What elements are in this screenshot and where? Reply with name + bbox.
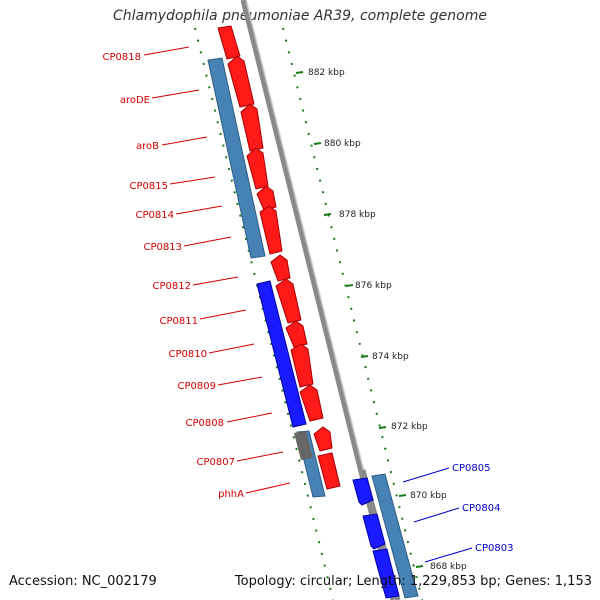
gene-label: phhA bbox=[218, 489, 244, 500]
left-callouts bbox=[143, 46, 291, 494]
left-gene-labels: CP0818 aroDE aroB CP0815 CP0814 CP0813 C… bbox=[103, 52, 245, 500]
scale-tick bbox=[360, 355, 369, 358]
gene-label: CP0814 bbox=[136, 210, 174, 221]
map-title: Chlamydophila pneumoniae AR39, complete … bbox=[113, 8, 487, 24]
callout-line bbox=[226, 412, 273, 423]
gene-label: CP0810 bbox=[169, 349, 207, 360]
forward-gene bbox=[217, 25, 241, 60]
right-gene-labels: CP0805 CP0804 CP0803 bbox=[452, 463, 513, 554]
callout-line bbox=[413, 507, 460, 523]
scale-tick bbox=[295, 71, 304, 74]
callout-line bbox=[245, 482, 291, 494]
reverse-gene bbox=[372, 548, 400, 599]
gene-label: CP0811 bbox=[160, 316, 198, 327]
forward-gene bbox=[299, 384, 324, 422]
forward-gene-group bbox=[217, 25, 341, 490]
gene-label: CP0815 bbox=[130, 181, 168, 192]
callout-line bbox=[217, 376, 263, 386]
gene-segment-gray bbox=[294, 431, 313, 460]
gene-label: CP0808 bbox=[186, 418, 224, 429]
gene-label: CP0809 bbox=[178, 381, 216, 392]
forward-gene bbox=[246, 147, 269, 190]
genome-summary: Topology: circular; Length: 1,229,853 bp… bbox=[234, 574, 592, 589]
scale-labels: 882 kbp 880 kbp 878 kbp 876 kbp 874 kbp … bbox=[308, 68, 467, 572]
scale-ticks bbox=[295, 71, 424, 568]
inner-tick-guide bbox=[194, 27, 334, 600]
reverse-gene-group bbox=[256, 280, 400, 599]
scale-label: 874 kbp bbox=[372, 352, 409, 362]
gene-label: CP0807 bbox=[197, 457, 235, 468]
scale-tick bbox=[323, 213, 332, 216]
callout-line bbox=[175, 205, 223, 215]
forward-gene bbox=[270, 254, 291, 282]
forward-gene bbox=[256, 185, 277, 211]
callout-line bbox=[199, 309, 247, 320]
callout-line bbox=[161, 136, 208, 146]
forward-gene bbox=[317, 452, 341, 490]
cds-region bbox=[207, 57, 266, 259]
callout-line bbox=[208, 343, 255, 354]
scale-label: 872 kbp bbox=[391, 422, 428, 432]
forward-gene bbox=[313, 426, 333, 452]
scale-tick bbox=[415, 565, 424, 568]
forward-gene bbox=[285, 320, 308, 348]
scale-label: 878 kbp bbox=[339, 210, 376, 220]
right-callouts bbox=[402, 467, 473, 563]
scale-label: 880 kbp bbox=[324, 139, 361, 149]
scale-label: 876 kbp bbox=[355, 281, 392, 291]
callout-line bbox=[183, 236, 232, 247]
forward-gene bbox=[275, 278, 302, 324]
callout-line bbox=[192, 276, 239, 286]
scale-tick bbox=[378, 426, 387, 429]
scale-label: 870 kbp bbox=[410, 491, 447, 501]
forward-gene bbox=[227, 55, 255, 108]
scale-tick bbox=[345, 284, 354, 287]
callout-line bbox=[402, 467, 450, 483]
callout-line bbox=[424, 547, 473, 563]
gene-label: CP0813 bbox=[144, 242, 182, 253]
gene-label: CP0804 bbox=[462, 503, 500, 514]
scale-tick bbox=[398, 494, 407, 497]
forward-gene bbox=[240, 103, 264, 152]
gene-label: aroDE bbox=[120, 95, 150, 106]
scale-label: 882 kbp bbox=[308, 68, 345, 78]
gene-label: CP0803 bbox=[475, 543, 513, 554]
callout-line bbox=[236, 451, 284, 462]
gene-label: aroB bbox=[136, 141, 159, 152]
reverse-gene bbox=[362, 513, 386, 550]
cds-region-group bbox=[207, 57, 419, 599]
cds-region bbox=[371, 473, 419, 599]
scale-label: 868 kbp bbox=[430, 562, 467, 572]
accession-label: Accession: NC_002179 bbox=[9, 574, 157, 589]
forward-gene bbox=[290, 343, 314, 388]
outer-tick-guide bbox=[282, 27, 423, 600]
gene-label: CP0818 bbox=[103, 52, 141, 63]
callout-line bbox=[151, 89, 200, 99]
reverse-gene bbox=[256, 280, 307, 428]
callout-line bbox=[143, 46, 190, 56]
scale-tick bbox=[313, 142, 322, 145]
forward-gene bbox=[259, 205, 283, 255]
gene-label: CP0812 bbox=[153, 281, 191, 292]
gene-label: CP0805 bbox=[452, 463, 490, 474]
callout-line bbox=[169, 176, 216, 185]
reverse-gene bbox=[352, 477, 374, 506]
